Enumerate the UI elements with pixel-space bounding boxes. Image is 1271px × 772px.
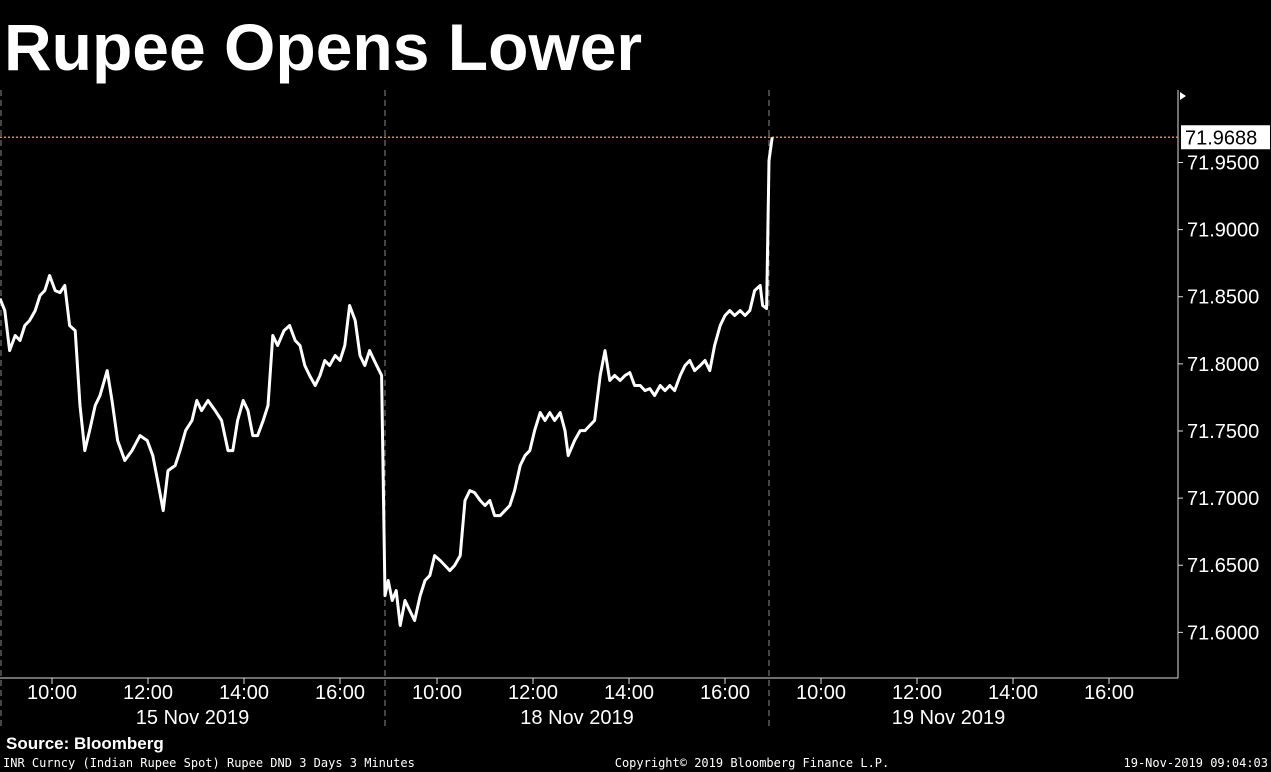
x-group-label: 15 Nov 2019	[136, 707, 249, 729]
chart-title: Rupee Opens Lower	[4, 10, 642, 84]
x-group-label: 18 Nov 2019	[520, 707, 633, 729]
x-tick-label: 10:00	[796, 682, 846, 704]
last-price-label: 71.9688	[1185, 127, 1257, 149]
x-tick-label: 12:00	[123, 682, 173, 704]
x-tick-label: 12:00	[508, 682, 558, 704]
x-group-label: 19 Nov 2019	[892, 707, 1005, 729]
y-tick-label: 71.9500	[1187, 152, 1259, 174]
y-tick-label: 71.6500	[1187, 555, 1259, 577]
source: Source: Bloomberg	[6, 734, 164, 753]
x-tick-label: 14:00	[604, 682, 654, 704]
y-tick-label: 71.7500	[1187, 421, 1259, 443]
x-tick-label: 16:00	[1084, 682, 1134, 704]
axis-arrow	[1180, 92, 1186, 100]
footer-left: INR Curncy (Indian Rupee Spot) Rupee DND…	[3, 756, 415, 770]
last-price-box	[1181, 125, 1270, 150]
footer-center: Copyright© 2019 Bloomberg Finance L.P.	[615, 756, 890, 770]
y-tick-label: 71.9000	[1187, 220, 1259, 242]
x-tick-label: 16:00	[700, 682, 750, 704]
price-line	[0, 137, 774, 627]
footer-right: 19-Nov-2019 09:04:03	[1124, 756, 1269, 770]
y-tick-label: 71.8500	[1187, 287, 1259, 309]
y-tick-label: 71.7000	[1187, 488, 1259, 510]
x-tick-label: 10:00	[412, 682, 462, 704]
x-tick-label: 14:00	[988, 682, 1038, 704]
x-tick-label: 12:00	[892, 682, 942, 704]
x-tick-label: 10:00	[27, 682, 77, 704]
y-tick-label: 71.6000	[1187, 622, 1259, 644]
x-tick-label: 16:00	[315, 682, 365, 704]
y-tick-label: 71.8000	[1187, 354, 1259, 376]
x-tick-label: 14:00	[219, 682, 269, 704]
